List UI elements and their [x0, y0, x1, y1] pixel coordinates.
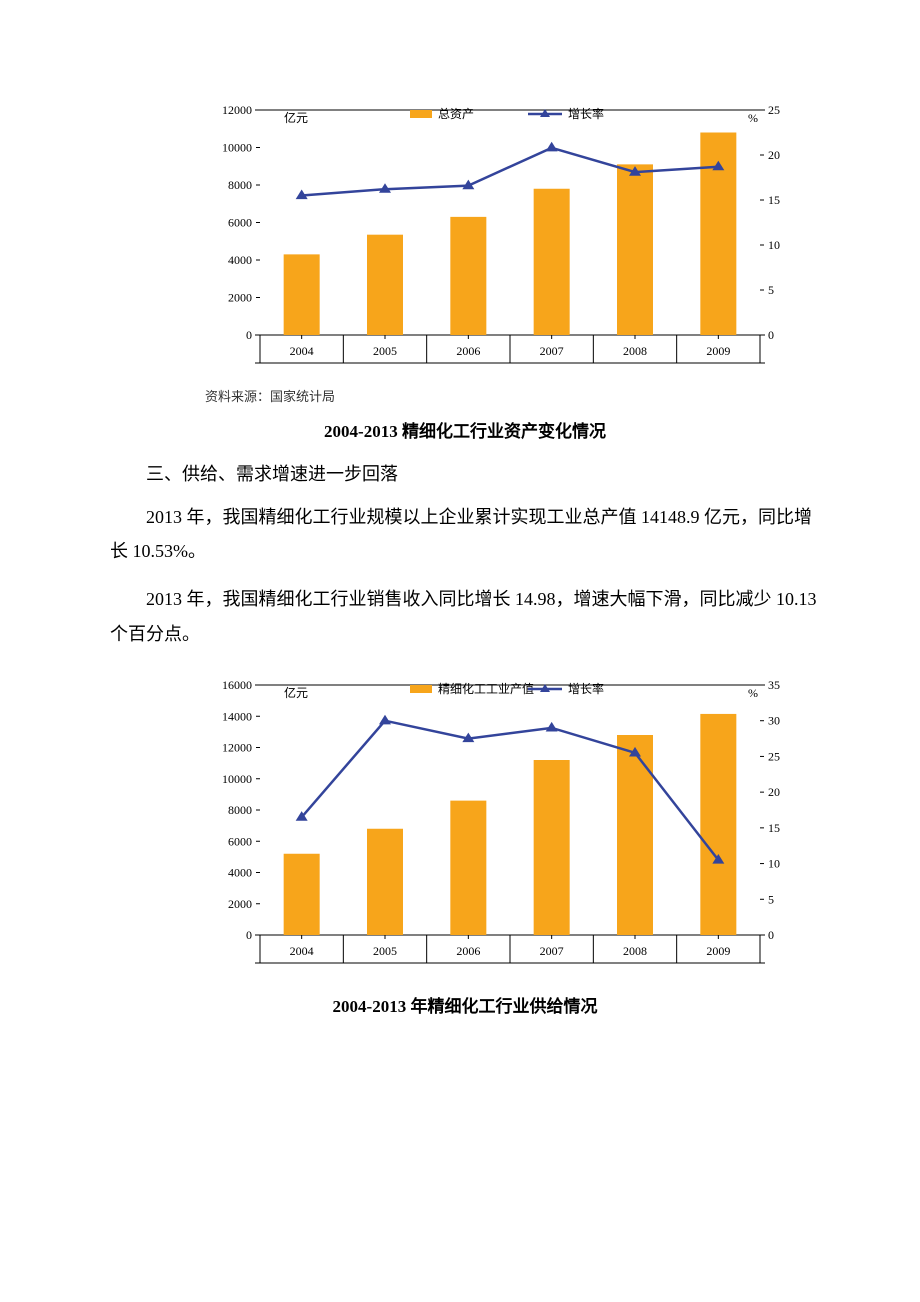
svg-text:8000: 8000	[228, 178, 252, 192]
paragraph-2: 2013 年，我国精细化工行业销售收入同比增长 14.98，增速大幅下滑，同比减…	[110, 582, 820, 650]
svg-text:总资产: 总资产	[438, 107, 474, 121]
svg-text:0: 0	[768, 928, 774, 942]
bar	[617, 735, 653, 935]
svg-text:10000: 10000	[222, 141, 252, 155]
supply-chart: 0 2000 4000 6000 8000 10000 12000 14000 16000 0 5 1…	[205, 665, 785, 980]
svg-text:12000: 12000	[222, 103, 252, 117]
svg-text:增长率: 增长率	[568, 681, 604, 696]
svg-text:8000: 8000	[228, 803, 252, 817]
triangle-marker-icon	[379, 714, 391, 724]
svg-text:2005: 2005	[373, 944, 397, 958]
supply-chart-title: 2004-2013 年精细化工行业供给情况	[110, 992, 820, 1017]
section-3-heading: 三、供给、需求增速进一步回落	[110, 460, 820, 486]
triangle-marker-icon	[546, 142, 558, 152]
growth-line	[302, 720, 719, 859]
svg-text:2006: 2006	[456, 344, 480, 358]
svg-text:25: 25	[768, 749, 780, 763]
growth-line	[302, 148, 719, 196]
svg-text:亿元: 亿元	[284, 110, 308, 125]
svg-text:2000: 2000	[228, 897, 252, 911]
bar	[367, 235, 403, 335]
source-note: 资料来源：国家统计局	[205, 386, 785, 405]
svg-text:5: 5	[768, 283, 774, 297]
svg-text:5: 5	[768, 892, 774, 906]
svg-text:精细化工工业产值: 精细化工工业产值	[438, 681, 534, 696]
svg-text:10: 10	[768, 238, 780, 252]
svg-text:2004: 2004	[290, 944, 314, 958]
svg-text:0: 0	[246, 928, 252, 942]
svg-text:2000: 2000	[228, 291, 252, 305]
svg-text:2007: 2007	[540, 344, 564, 358]
svg-text:20: 20	[768, 785, 780, 799]
svg-text:2008: 2008	[623, 344, 647, 358]
bar	[534, 760, 570, 935]
svg-text:0: 0	[768, 328, 774, 342]
bar	[367, 829, 403, 935]
bar	[700, 714, 736, 935]
legend-bar-swatch	[410, 685, 432, 693]
svg-text:亿元: 亿元	[284, 685, 308, 700]
legend-bar-swatch	[410, 110, 432, 118]
supply-chart-svg: 0 2000 4000 6000 8000 10000 12000 14000 16000 0 5 1…	[205, 665, 805, 975]
bar	[284, 254, 320, 335]
assets-chart-block: 0 2000 4000 6000 8000 10000 12000 0 5 10 15 20 25 亿元%…	[205, 90, 785, 405]
assets-chart: 0 2000 4000 6000 8000 10000 12000 0 5 10 15 20 25 亿元%…	[205, 90, 785, 380]
svg-text:12000: 12000	[222, 740, 252, 754]
svg-text:4000: 4000	[228, 253, 252, 267]
assets-chart-svg: 0 2000 4000 6000 8000 10000 12000 0 5 10 15 20 25 亿元%…	[205, 90, 805, 375]
svg-text:10000: 10000	[222, 772, 252, 786]
bar	[450, 800, 486, 934]
bar	[450, 217, 486, 335]
svg-text:15: 15	[768, 193, 780, 207]
svg-text:2008: 2008	[623, 944, 647, 958]
svg-text:14000: 14000	[222, 709, 252, 723]
svg-text:35: 35	[768, 678, 780, 692]
bar	[284, 854, 320, 935]
svg-text:2005: 2005	[373, 344, 397, 358]
svg-text:6000: 6000	[228, 834, 252, 848]
svg-text:25: 25	[768, 103, 780, 117]
svg-text:2004: 2004	[290, 344, 314, 358]
svg-text:10: 10	[768, 856, 780, 870]
svg-text:2007: 2007	[540, 944, 564, 958]
svg-text:30: 30	[768, 713, 780, 727]
svg-text:2009: 2009	[706, 944, 730, 958]
bar	[617, 164, 653, 335]
svg-text:%: %	[748, 111, 758, 125]
assets-chart-title: 2004-2013 精细化工行业资产变化情况	[110, 417, 820, 442]
svg-text:2009: 2009	[706, 344, 730, 358]
svg-text:20: 20	[768, 148, 780, 162]
supply-chart-block: 0 2000 4000 6000 8000 10000 12000 14000 16000 0 5 1…	[205, 665, 785, 980]
svg-text:%: %	[748, 686, 758, 700]
svg-text:增长率: 增长率	[568, 106, 604, 121]
svg-text:2006: 2006	[456, 944, 480, 958]
svg-text:4000: 4000	[228, 865, 252, 879]
svg-text:15: 15	[768, 821, 780, 835]
svg-text:16000: 16000	[222, 678, 252, 692]
svg-text:6000: 6000	[228, 216, 252, 230]
paragraph-1: 2013 年，我国精细化工行业规模以上企业累计实现工业总产值 14148.9 亿…	[110, 500, 820, 568]
triangle-marker-icon	[546, 722, 558, 732]
bar	[534, 189, 570, 335]
svg-text:0: 0	[246, 328, 252, 342]
